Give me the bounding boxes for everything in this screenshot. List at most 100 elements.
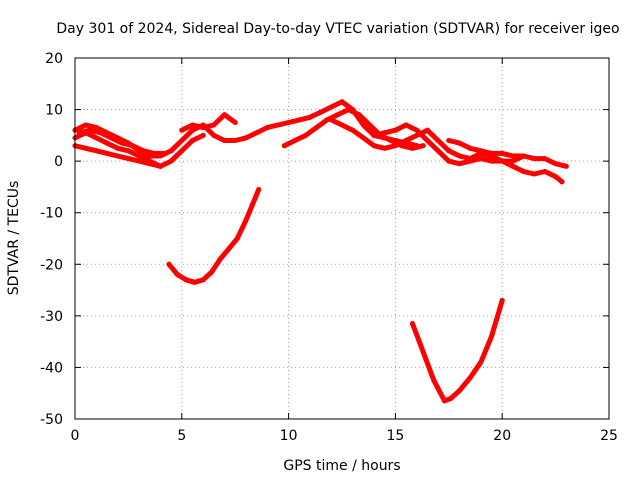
data-point [410,145,415,151]
data-point [217,256,223,262]
data-point [446,148,452,154]
data-point [531,156,537,162]
data-point [108,135,114,141]
data-point [553,161,559,167]
data-point [115,145,121,151]
data-point [200,125,206,131]
data-point [499,158,505,164]
data-point [457,140,462,146]
data-point [414,127,420,133]
data-point [510,153,516,159]
data-point [162,150,168,156]
data-point [200,132,206,138]
series-track-c [72,143,163,169]
data-point [83,145,89,151]
plot-frame [74,57,610,420]
y-tick-label: -40 [40,360,63,376]
x-tick-label: 25 [600,428,618,444]
series-layer [72,99,569,404]
data-point [286,120,292,125]
data-point [424,138,430,143]
data-point [190,138,195,143]
series-line [410,297,505,404]
data-point [392,143,398,149]
data-point [559,179,565,185]
data-point [226,246,232,252]
series-track-k [410,297,505,404]
y-tick-label: -10 [40,206,63,222]
y-axis-label: SDTVAR / TECUs [6,181,22,296]
data-point [249,202,255,208]
data-point [179,127,185,133]
data-point [313,125,319,131]
data-point [136,158,142,164]
data-point [179,148,185,154]
data-point [87,127,93,133]
data-point [563,163,569,169]
data-point [371,132,377,138]
series-track-b [72,130,206,169]
data-point [339,122,345,128]
data-point [424,127,430,133]
data-point [190,127,195,133]
data-point [499,297,505,303]
x-tick-label: 10 [280,428,298,444]
data-point [457,161,462,167]
series-track-i [446,138,527,159]
y-tick-label: 10 [45,103,63,119]
y-tick-label: -30 [40,309,63,325]
data-point [489,334,494,339]
data-point [175,272,180,278]
data-point [328,104,334,110]
data-point [93,125,99,131]
data-point [489,150,494,156]
data-point [157,163,163,169]
data-point [318,109,324,115]
data-point [192,279,198,285]
data-point [542,169,548,174]
series-track-j [166,187,262,285]
data-point [168,148,174,154]
series-line [166,187,262,285]
data-point [478,148,484,154]
data-point [446,138,452,143]
data-point [254,130,260,136]
data-point [211,122,217,128]
data-point [356,112,362,118]
data-point [446,158,452,164]
data-point [243,217,249,223]
x-tick-label: 5 [177,428,186,444]
data-point [296,117,302,123]
data-point [115,153,121,159]
data-point [232,138,238,143]
x-tick-label: 0 [71,428,80,444]
data-point [119,140,125,146]
data-point [360,135,366,141]
data-point [382,145,388,151]
x-axis-label: GPS time / hours [283,458,400,474]
data-point [467,375,473,381]
data-point [420,349,426,355]
data-point [442,398,447,404]
data-point [420,143,426,149]
data-point [403,138,409,143]
chart-title: Day 301 of 2024, Sidereal Day-to-day VTE… [56,21,619,37]
y-tick-label: 0 [54,154,63,170]
data-point [232,120,238,125]
data-point [183,277,189,283]
data-point [392,127,398,133]
data-point [222,138,227,143]
data-point [222,112,227,118]
data-point [140,148,146,154]
data-point [410,321,415,327]
data-point [403,122,409,128]
data-point [275,122,281,128]
data-point [125,148,131,154]
data-point [307,114,313,120]
series-track-h [371,122,565,185]
series-line [179,112,238,133]
data-point [510,163,516,169]
data-point [93,135,99,141]
data-point [510,158,516,164]
data-point [388,138,394,143]
